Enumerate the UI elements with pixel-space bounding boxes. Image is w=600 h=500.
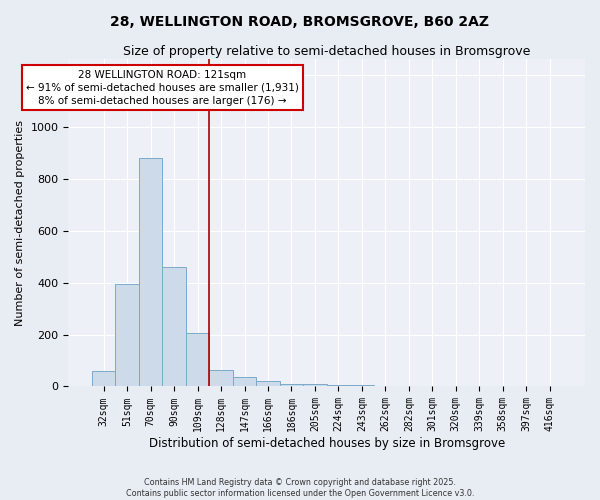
Bar [280, 384, 303, 386]
Text: Contains HM Land Registry data © Crown copyright and database right 2025.
Contai: Contains HM Land Registry data © Crown c… [126, 478, 474, 498]
Bar [327, 385, 350, 386]
Bar [115, 284, 139, 386]
Bar [163, 267, 186, 386]
Title: Size of property relative to semi-detached houses in Bromsgrove: Size of property relative to semi-detach… [123, 45, 530, 58]
Bar [186, 333, 209, 386]
Y-axis label: Number of semi-detached properties: Number of semi-detached properties [15, 120, 25, 326]
X-axis label: Distribution of semi-detached houses by size in Bromsgrove: Distribution of semi-detached houses by … [149, 437, 505, 450]
Text: 28, WELLINGTON ROAD, BROMSGROVE, B60 2AZ: 28, WELLINGTON ROAD, BROMSGROVE, B60 2AZ [110, 15, 490, 29]
Bar [256, 382, 280, 386]
Bar [139, 158, 163, 386]
Text: 28 WELLINGTON ROAD: 121sqm
← 91% of semi-detached houses are smaller (1,931)
8% : 28 WELLINGTON ROAD: 121sqm ← 91% of semi… [26, 70, 299, 106]
Bar [233, 378, 256, 386]
Bar [303, 384, 327, 386]
Bar [350, 385, 374, 386]
Bar [209, 370, 233, 386]
Bar [92, 371, 115, 386]
